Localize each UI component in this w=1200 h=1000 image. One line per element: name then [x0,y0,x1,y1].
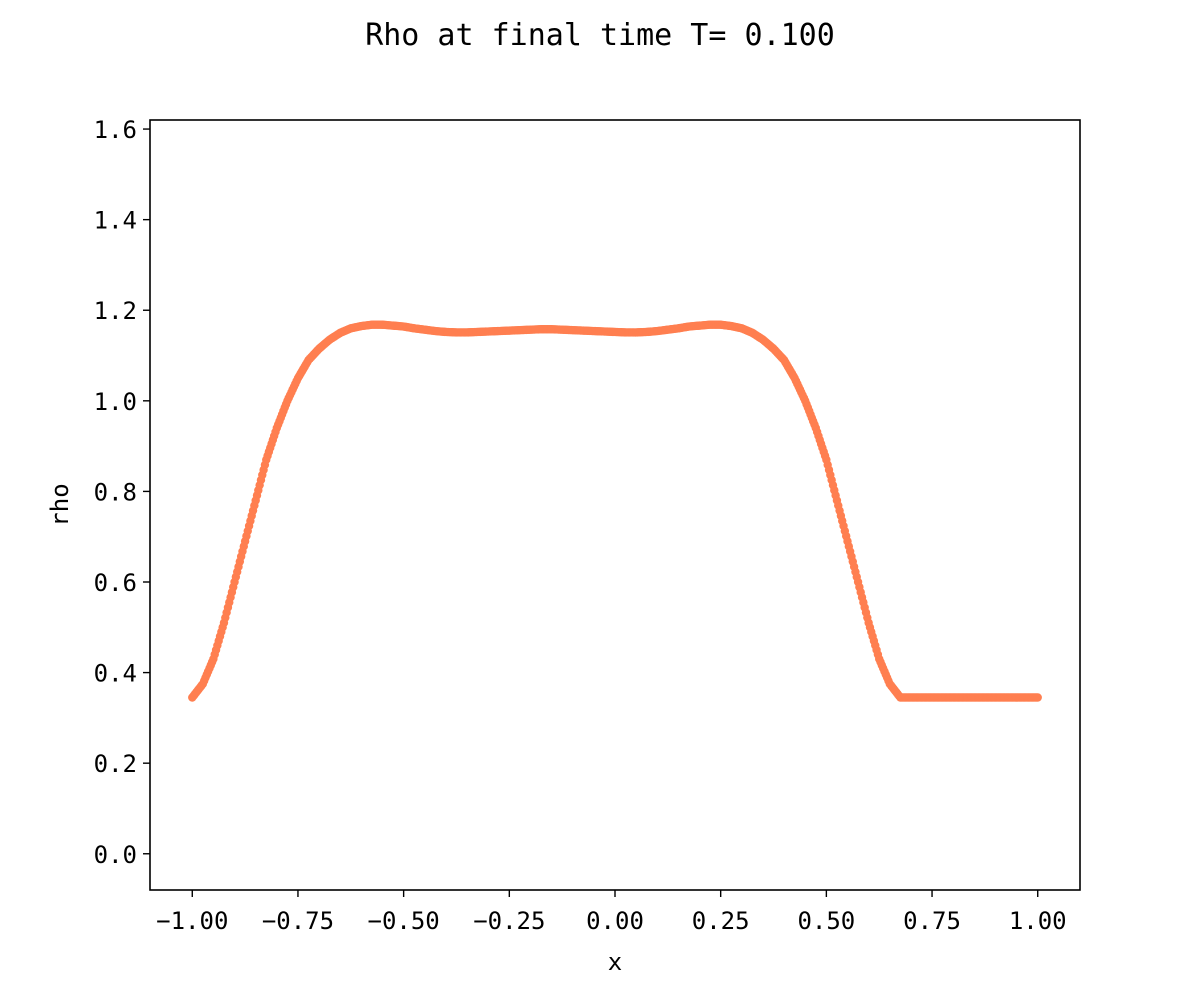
chart-title: Rho at final time T= 0.100 [365,18,835,53]
x-tick-label: 0.00 [586,907,644,935]
x-tick-label: 0.75 [903,907,961,935]
data-point [1033,693,1042,702]
axes-frame [149,119,1081,891]
x-tick-label: −1.00 [156,907,228,935]
x-tick-label: −0.75 [262,907,334,935]
y-axis-label: rho [46,483,74,526]
y-tick-label: 0.4 [94,660,137,688]
y-axis: 0.0 0.2 0.4 0.6 0.8 1.0 1.2 1.4 1.6 [94,116,150,869]
x-axis-label: x [608,948,622,976]
x-tick-label: 1.00 [1009,907,1067,935]
y-tick-label: 1.4 [94,207,137,235]
y-tick-label: 0.2 [94,750,137,778]
y-tick-label: 0.6 [94,569,137,597]
x-tick-label: 0.25 [692,907,750,935]
x-tick-label: −0.25 [473,907,545,935]
x-tick-label: 0.50 [797,907,855,935]
y-tick-label: 0.8 [94,478,137,506]
plot-area [188,320,1042,702]
y-tick-label: 1.0 [94,388,137,416]
y-tick-label: 1.2 [94,297,137,325]
x-tick-label: −0.50 [368,907,440,935]
x-axis: −1.00 −0.75 −0.50 −0.25 0.00 0.25 0.50 0.75 1.00 [156,890,1067,935]
y-tick-label: 0.0 [94,841,137,869]
y-tick-label: 1.6 [94,116,137,144]
